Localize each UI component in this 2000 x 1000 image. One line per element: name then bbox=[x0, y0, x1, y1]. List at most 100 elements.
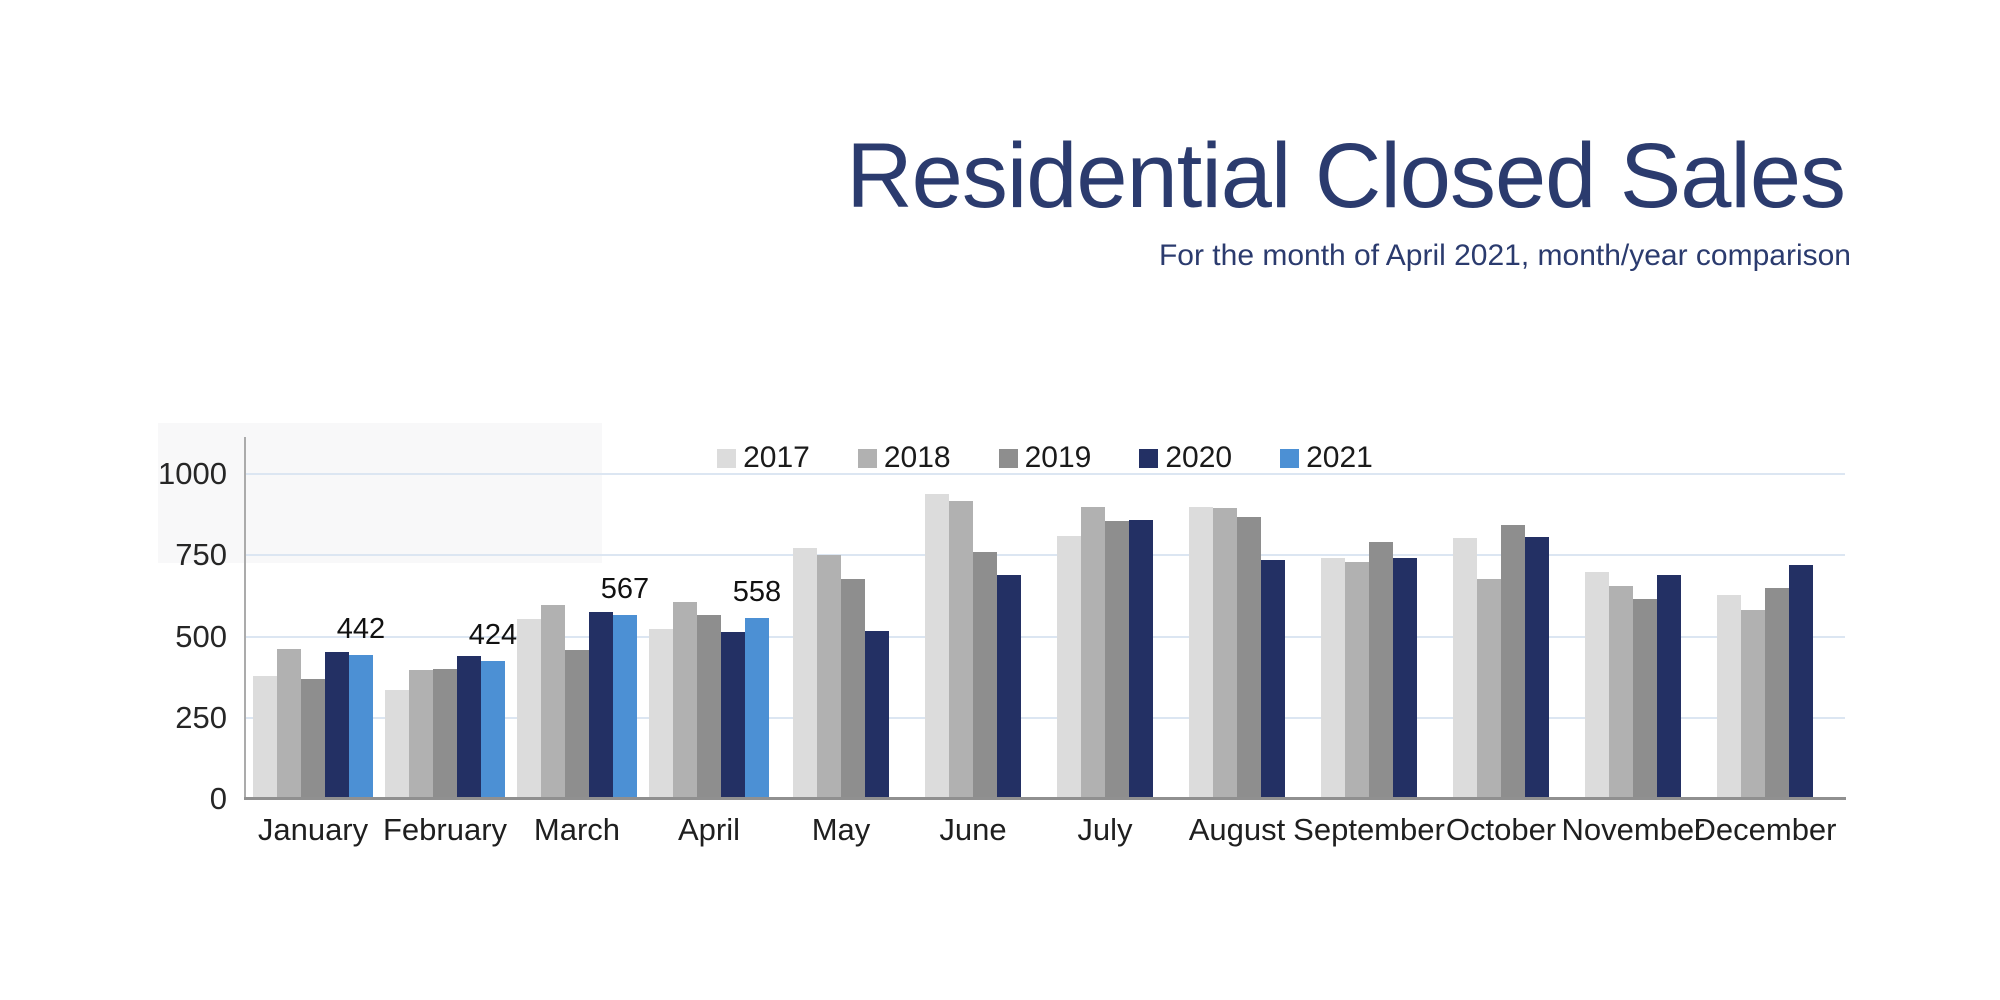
bar-2020-march bbox=[589, 611, 613, 799]
legend-label-2020: 2020 bbox=[1165, 441, 1233, 474]
bar-2017-january bbox=[253, 676, 277, 799]
bar-2017-september bbox=[1321, 558, 1345, 799]
bar-2017-november bbox=[1585, 572, 1609, 799]
gridline-500 bbox=[245, 635, 1845, 638]
bar-2020-february bbox=[457, 656, 481, 799]
bar-2017-march bbox=[517, 619, 541, 799]
bar-2018-june bbox=[949, 500, 973, 799]
bar-2021-march bbox=[613, 614, 637, 799]
legend-swatch-2017 bbox=[717, 448, 737, 468]
bar-2020-september bbox=[1393, 558, 1417, 799]
legend-swatch-2021 bbox=[1280, 448, 1300, 468]
bar-2017-june bbox=[925, 494, 949, 799]
x-label-october: October bbox=[1445, 812, 1557, 847]
x-label-september: September bbox=[1293, 812, 1445, 847]
x-label-may: May bbox=[811, 812, 871, 847]
chart-subtitle: For the month of April 2021, month/year … bbox=[1158, 239, 1851, 272]
legend-swatch-2020 bbox=[1139, 448, 1159, 468]
bar-2019-august bbox=[1237, 517, 1261, 799]
bar-2018-april bbox=[673, 601, 697, 799]
x-label-february: February bbox=[382, 812, 508, 847]
legend-item-2017: 2017 bbox=[717, 443, 810, 473]
value-label-january-2021: 442 bbox=[336, 613, 386, 646]
legend-item-2020: 2020 bbox=[1139, 443, 1232, 473]
bar-2017-february bbox=[385, 689, 409, 799]
legend-item-2018: 2018 bbox=[857, 441, 951, 474]
bar-2019-november bbox=[1633, 599, 1657, 799]
bar-2020-november bbox=[1657, 575, 1681, 799]
plot-area bbox=[245, 437, 1845, 799]
bar-2017-july bbox=[1057, 536, 1081, 799]
bar-2018-august bbox=[1213, 507, 1237, 799]
legend-label-2017: 2017 bbox=[743, 441, 810, 474]
legend-item-2019: 2019 bbox=[998, 441, 1092, 474]
bar-2019-april bbox=[697, 615, 721, 799]
x-label-november: November bbox=[1561, 812, 1705, 847]
background-accent-rectangle bbox=[158, 423, 602, 563]
y-tick-500: 500 bbox=[175, 618, 227, 654]
x-label-march: March bbox=[533, 812, 621, 847]
legend-swatch-2019 bbox=[998, 448, 1018, 468]
bar-2019-december bbox=[1765, 587, 1789, 799]
bar-2021-april bbox=[745, 617, 769, 799]
bar-2019-january bbox=[301, 679, 325, 799]
bar-2017-april bbox=[649, 629, 673, 799]
value-label-march-2021: 567 bbox=[600, 572, 650, 605]
chart-legend: 2017 2018 2019 2020 2021 bbox=[245, 441, 1845, 475]
bar-2019-july bbox=[1105, 520, 1129, 799]
value-label-april-2021: 558 bbox=[732, 575, 782, 608]
x-label-august: August bbox=[1188, 812, 1286, 847]
x-label-december: December bbox=[1693, 812, 1837, 847]
x-label-june: June bbox=[939, 812, 1007, 847]
bar-2020-june bbox=[997, 574, 1021, 799]
x-label-january: January bbox=[257, 812, 369, 847]
bar-2018-may bbox=[817, 555, 841, 799]
legend-item-2021: 2021 bbox=[1280, 443, 1373, 473]
bar-2019-june bbox=[973, 551, 997, 799]
legend-label-2018: 2018 bbox=[883, 441, 951, 474]
bar-2018-september bbox=[1345, 561, 1369, 799]
y-tick-750: 750 bbox=[175, 537, 227, 573]
bar-2017-may bbox=[793, 547, 817, 799]
bar-2021-january bbox=[349, 655, 373, 799]
gridline-1000 bbox=[245, 473, 1845, 476]
bar-2017-december bbox=[1717, 595, 1741, 799]
value-label-february-2021: 424 bbox=[468, 619, 518, 652]
bar-2018-december bbox=[1741, 609, 1765, 799]
chart-title: Residential Closed Sales bbox=[846, 125, 1846, 227]
legend-swatch-2018 bbox=[857, 448, 877, 468]
y-tick-250: 250 bbox=[175, 699, 227, 735]
bar-2018-february bbox=[409, 669, 433, 799]
bar-2017-october bbox=[1453, 538, 1477, 799]
x-axis-line bbox=[244, 797, 1846, 800]
bar-2020-october bbox=[1525, 537, 1549, 799]
bar-2018-november bbox=[1609, 585, 1633, 799]
legend-label-2019: 2019 bbox=[1024, 441, 1092, 474]
bar-2019-october bbox=[1501, 525, 1525, 799]
bar-2020-august bbox=[1261, 560, 1285, 799]
bar-2020-july bbox=[1129, 520, 1153, 799]
bar-2020-april bbox=[721, 631, 745, 799]
y-tick-1000: 1000 bbox=[158, 456, 227, 492]
bar-2019-february bbox=[433, 669, 457, 799]
gridline-250 bbox=[245, 716, 1845, 719]
bar-2018-october bbox=[1477, 579, 1501, 799]
bar-2017-august bbox=[1189, 507, 1213, 799]
bar-2019-march bbox=[565, 649, 589, 799]
x-label-july: July bbox=[1077, 812, 1133, 847]
bar-2018-july bbox=[1081, 507, 1105, 799]
bar-2020-may bbox=[865, 631, 889, 799]
legend-label-2021: 2021 bbox=[1306, 441, 1373, 474]
bar-2018-march bbox=[541, 605, 565, 799]
bar-2018-january bbox=[277, 648, 301, 799]
gridline-750 bbox=[245, 554, 1845, 557]
bar-2019-may bbox=[841, 578, 865, 799]
bar-2021-february bbox=[481, 661, 505, 799]
y-tick-0: 0 bbox=[209, 781, 227, 816]
y-axis-line bbox=[244, 437, 246, 800]
bar-2019-september bbox=[1369, 542, 1393, 799]
bar-2020-december bbox=[1789, 565, 1813, 799]
x-label-april: April bbox=[677, 812, 740, 847]
bar-2020-january bbox=[325, 652, 349, 799]
